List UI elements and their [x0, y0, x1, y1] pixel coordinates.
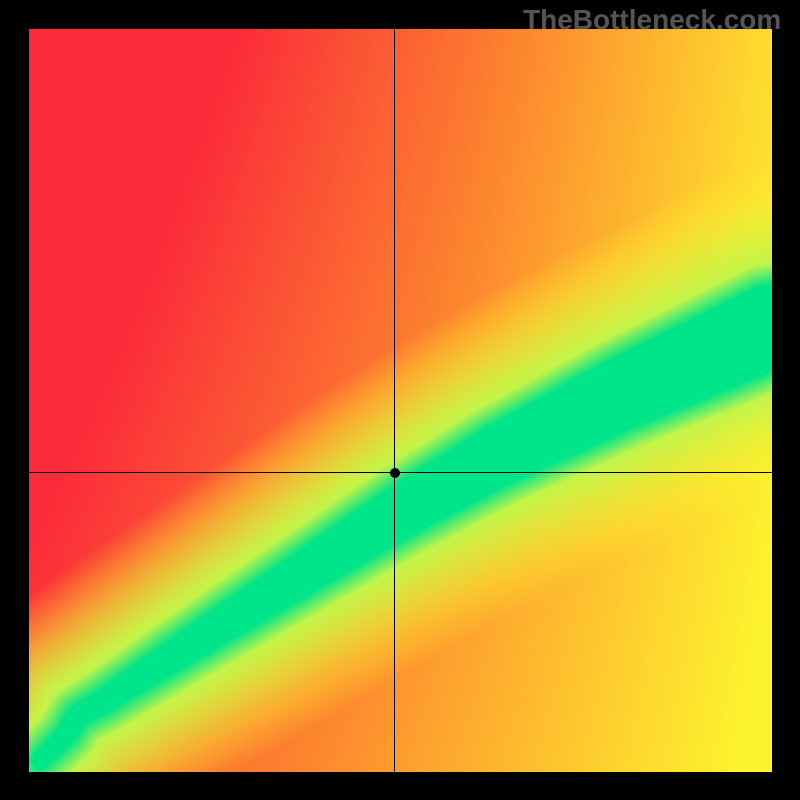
crosshair-horizontal — [29, 472, 772, 473]
plot-frame — [29, 29, 772, 772]
crosshair-marker — [390, 468, 400, 478]
crosshair-vertical — [394, 29, 395, 772]
watermark-text: TheBottleneck.com — [523, 4, 781, 36]
